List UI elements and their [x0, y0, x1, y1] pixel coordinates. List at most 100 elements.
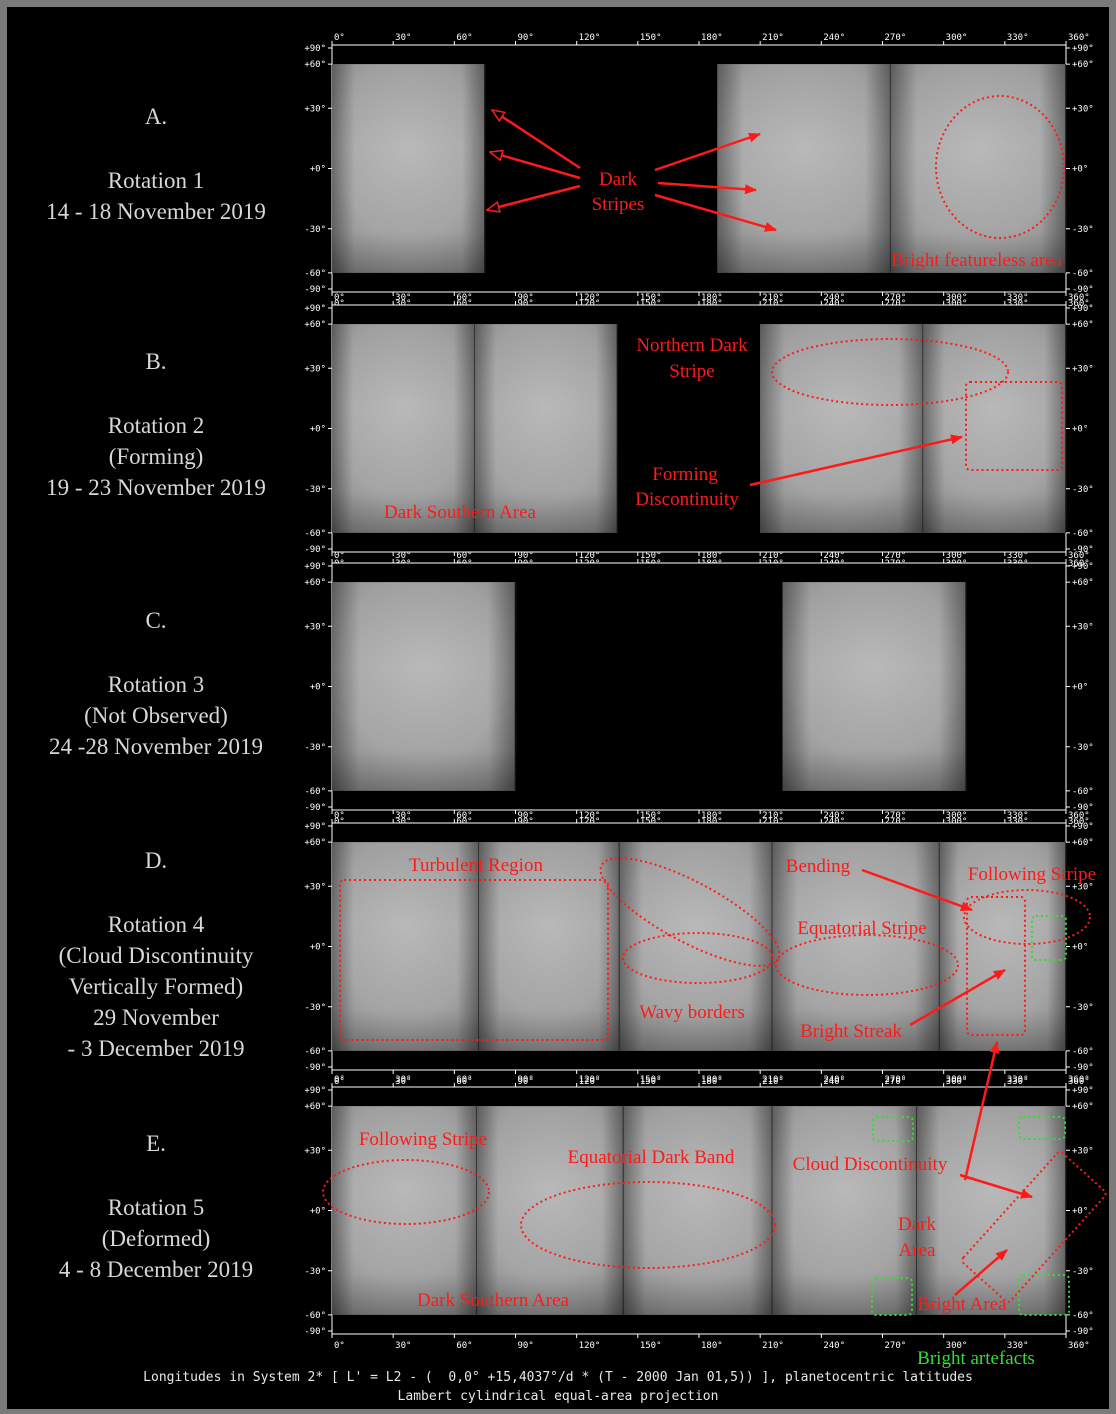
lon-tick-label: 120° [579, 293, 601, 303]
lat-tick-label: +30° [304, 882, 326, 892]
lat-tick-label: +30° [304, 364, 326, 374]
dark-stripe-arrow [654, 193, 777, 232]
equatorial-stripe-ellipse [775, 934, 959, 996]
northern-dark-stripe-label: Northern Dark [636, 335, 748, 356]
lat-tick-label: +90° [1072, 304, 1094, 314]
lon-tick-label: 330° [1007, 1075, 1029, 1085]
dark-stripe-arrow [487, 184, 581, 210]
map-strip-edge [332, 64, 485, 273]
lon-tick-label: 90° [518, 551, 534, 561]
annotations: Dark Stripes Bright featureless area Northe… [322, 95, 1107, 1369]
lon-tick-label: 90° [518, 1075, 534, 1085]
lon-tick-label: 300° [946, 817, 968, 827]
lon-tick-label: 300° [946, 1341, 968, 1351]
lon-tick-label: 300° [946, 811, 968, 821]
dark-stripe-arrow [654, 132, 761, 172]
lat-tick-label: +60° [304, 1102, 326, 1112]
lon-tick-label: 90° [518, 293, 534, 303]
map-strip-edge [782, 582, 967, 791]
lon-tick-label: 360° [1068, 559, 1090, 569]
row-line: - 3 December 2019 [67, 1036, 245, 1061]
lon-tick-label: 0° [334, 299, 345, 309]
row-line: 24 -28 November 2019 [49, 734, 263, 759]
dark-southern-area-label-e: Dark Southern Area [417, 1290, 570, 1311]
lon-tick-label: 270° [885, 551, 907, 561]
lon-tick-label: 0° [334, 1077, 345, 1087]
lat-tick-label: +0° [310, 943, 326, 953]
lon-tick-label: 330° [1007, 811, 1029, 821]
lat-tick-label: +90° [304, 44, 326, 54]
lat-tick-label: +30° [1072, 104, 1094, 114]
lat-tick-label: +30° [304, 1146, 326, 1156]
map-panel-d: 0°0°30°30°60°60°90°90°120°120°150°150°18… [304, 811, 1093, 1087]
lon-tick-label: 240° [823, 551, 845, 561]
lat-tick-label: +60° [304, 578, 326, 588]
lat-tick-label: -30° [304, 1267, 326, 1277]
dark-stripes-label: Stripes [592, 194, 645, 215]
lat-tick-label: +0° [1072, 683, 1088, 693]
lon-tick-label: 60° [456, 299, 472, 309]
lon-tick-label: 0° [334, 811, 345, 821]
lat-tick-label: -60° [1072, 787, 1094, 797]
lon-tick-label: 240° [823, 1341, 845, 1351]
lon-tick-label: 90° [518, 1077, 534, 1087]
bright-featureless-label: Bright featureless area [891, 250, 1062, 271]
lon-tick-label: 300° [946, 33, 968, 43]
map-strip-edge [760, 324, 924, 533]
cloud-discontinuity-arrow [959, 1173, 1033, 1199]
lon-tick-label: 180° [701, 1077, 723, 1087]
row-label-d: D. Rotation 4 (Cloud Discontinuity Verti… [0, 845, 312, 1064]
lat-tick-label: +60° [304, 60, 326, 70]
following-stripe-ellipse-e [322, 1159, 490, 1225]
lon-tick-label: 150° [640, 1077, 662, 1087]
lon-tick-label: 360° [1068, 551, 1090, 561]
row-line: 14 - 18 November 2019 [46, 199, 266, 224]
lon-tick-label: 90° [518, 811, 534, 821]
row-letter: C. [145, 608, 167, 633]
lon-tick-label: 30° [395, 551, 411, 561]
lat-tick-label: -60° [1072, 269, 1094, 279]
lon-tick-label: 0° [334, 293, 345, 303]
lat-tick-label: +30° [1072, 622, 1094, 632]
lon-tick-label: 240° [823, 1077, 845, 1087]
lon-tick-label: 180° [701, 551, 723, 561]
lon-tick-label: 180° [701, 299, 723, 309]
bending-ellipse [599, 857, 781, 967]
lon-tick-label: 270° [885, 811, 907, 821]
lon-tick-label: 150° [640, 33, 662, 43]
lon-tick-label: 300° [946, 1075, 968, 1085]
lon-tick-label: 300° [946, 1077, 968, 1087]
lat-tick-label: -30° [304, 1003, 326, 1013]
map-strip-edge [917, 1106, 1066, 1315]
map-strip-edge [474, 324, 618, 533]
lon-tick-label: 240° [823, 817, 845, 827]
lon-tick-label: 360° [1068, 33, 1090, 43]
forming-discontinuity-label: Discontinuity [635, 489, 739, 510]
lat-tick-label: +60° [304, 320, 326, 330]
lon-tick-label: 120° [579, 811, 601, 821]
dark-stripe-arrow [657, 181, 757, 195]
cloud-discontinuity-label: Cloud Discontinuity [793, 1154, 948, 1175]
bending-label: Bending [786, 856, 851, 877]
row-line: Rotation 5 [107, 1195, 205, 1220]
lon-tick-label: 210° [762, 551, 784, 561]
lat-tick-label: +90° [1072, 44, 1094, 54]
row-line: Rotation 3 [107, 672, 205, 697]
lon-tick-label: 210° [762, 1075, 784, 1085]
dark-stripes-label: Dark [599, 169, 637, 190]
lon-tick-label: 0° [334, 551, 345, 561]
map-strip-edge [772, 1106, 918, 1315]
northern-dark-stripe-label: Stripe [669, 361, 714, 382]
lat-tick-label: -90° [1072, 1327, 1094, 1337]
lon-tick-label: 120° [579, 551, 601, 561]
lon-tick-label: 150° [640, 811, 662, 821]
lat-tick-label: +60° [1072, 1102, 1094, 1112]
lon-tick-label: 90° [518, 1341, 534, 1351]
map-strip-edge [939, 842, 1066, 1051]
equatorial-dark-band-ellipse [520, 1181, 776, 1269]
row-label-e: E. Rotation 5 (Deformed) 4 - 8 December … [0, 1128, 312, 1285]
lon-tick-label: 60° [456, 33, 472, 43]
map-strip-edge [623, 1106, 773, 1315]
lon-tick-label: 360° [1068, 299, 1090, 309]
lat-tick-label: +60° [1072, 60, 1094, 70]
